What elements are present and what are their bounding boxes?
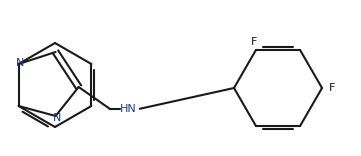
Text: N: N [16,58,24,68]
Text: N: N [52,113,61,123]
Text: F: F [329,83,335,93]
Text: F: F [251,37,257,47]
Text: HN: HN [119,104,136,114]
